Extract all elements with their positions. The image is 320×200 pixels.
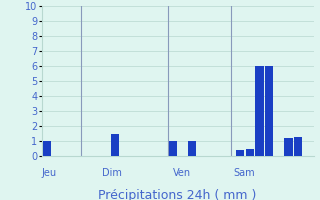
Bar (169, 141, 177, 156)
Bar (236, 150, 244, 156)
Bar (255, 66, 264, 156)
Text: Jeu: Jeu (42, 168, 57, 178)
Bar (43, 141, 52, 156)
Bar (246, 148, 254, 156)
Text: Dim: Dim (102, 168, 122, 178)
Text: Ven: Ven (172, 168, 191, 178)
Bar (111, 134, 119, 156)
Bar (188, 141, 196, 156)
Text: Sam: Sam (233, 168, 255, 178)
Bar (265, 66, 273, 156)
Text: Précipitations 24h ( mm ): Précipitations 24h ( mm ) (99, 189, 257, 200)
Bar (294, 137, 302, 156)
Bar (284, 138, 292, 156)
